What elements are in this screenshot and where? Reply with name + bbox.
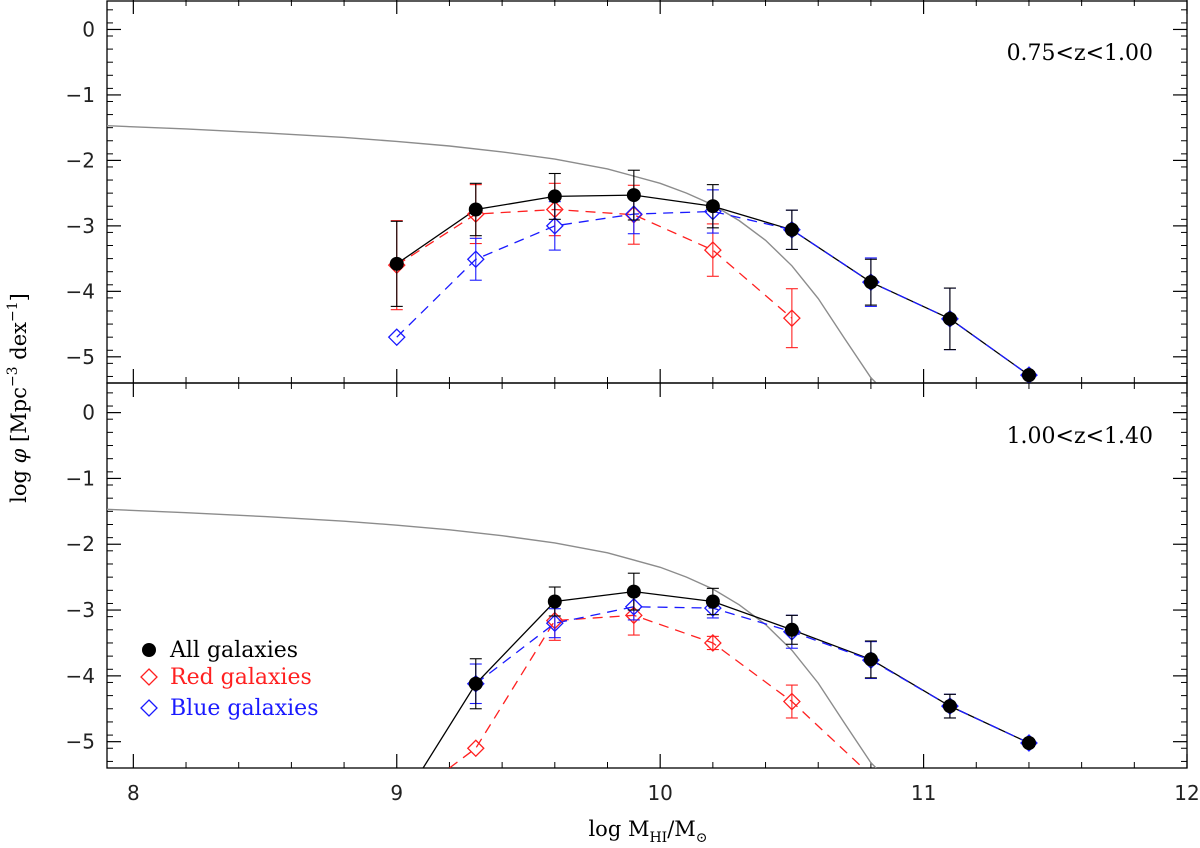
data-point-all xyxy=(942,699,957,714)
y-tick-label: −3 xyxy=(66,598,95,622)
x-tick-label: 8 xyxy=(127,781,140,805)
data-point-red xyxy=(466,739,485,758)
y-tick-label: −4 xyxy=(66,279,95,303)
plot-area xyxy=(107,508,1038,768)
data-point-blue xyxy=(545,216,564,235)
legend-marker-red xyxy=(140,668,158,686)
y-tick-label: −3 xyxy=(66,214,95,238)
data-point-all xyxy=(863,652,878,667)
y-tick-label: −1 xyxy=(66,83,95,107)
panel-1: 0 −1 −2 −3 −4 −5 0.75<z<1.00 xyxy=(66,0,1188,384)
data-point-all xyxy=(389,256,404,271)
data-point-all xyxy=(547,594,562,609)
data-point-blue xyxy=(387,328,406,347)
x-tick-label: 10 xyxy=(647,781,672,805)
y-tick-label: −1 xyxy=(66,466,95,490)
legend-marker-all xyxy=(142,643,156,657)
data-point-red xyxy=(782,692,801,711)
reference-curve xyxy=(107,508,877,768)
legend-label-all: All galaxies xyxy=(169,638,298,663)
y-tick-label: −2 xyxy=(66,532,95,556)
data-point-red xyxy=(703,241,722,260)
x-axis-title: log MHI/M⊙ xyxy=(588,817,707,846)
y-tick-label: −4 xyxy=(66,664,95,688)
x-tick-label: 9 xyxy=(390,781,403,805)
series-line-red xyxy=(396,208,793,319)
data-point-all xyxy=(547,189,562,204)
data-point-all xyxy=(784,222,799,237)
y-tick-label: 0 xyxy=(82,17,95,41)
x-tick-labels: 8 9 10 11 12 xyxy=(127,781,1200,805)
data-point-all xyxy=(784,622,799,637)
data-point-all xyxy=(1021,368,1036,383)
data-point-all xyxy=(626,188,641,203)
data-point-all xyxy=(863,275,878,290)
data-point-red xyxy=(782,309,801,328)
panel-2: 0 −1 −2 −3 −4 −5 1.00<z<1.40 xyxy=(66,382,1188,769)
data-point-blue xyxy=(624,597,643,616)
y-tick-label: −5 xyxy=(66,345,95,369)
y-axis-title: log φ [Mpc−3 dex−1] xyxy=(5,293,31,503)
y-tick-label: −5 xyxy=(66,730,95,754)
data-point-all xyxy=(468,676,483,691)
data-point-all xyxy=(626,584,641,599)
y-tick-label: −2 xyxy=(66,148,95,172)
series-line-red xyxy=(449,614,864,768)
series-line-all xyxy=(422,590,1030,768)
data-point-all xyxy=(1021,735,1036,750)
data-point-blue xyxy=(545,614,564,633)
chart-panels: 0 −1 −2 −3 −4 −5 0.75<z<1.00 0 −1 −2 −3 −4 −5 1.00<z<… xyxy=(66,0,1188,769)
data-point-red xyxy=(703,634,722,652)
data-point-blue xyxy=(466,250,485,269)
series-line-blue xyxy=(396,210,1030,376)
panel-label: 0.75<z<1.00 xyxy=(1007,41,1153,66)
data-point-all xyxy=(942,311,957,326)
y-tick-label: 0 xyxy=(82,401,95,425)
plot-area xyxy=(107,125,1038,383)
legend-marker-blue xyxy=(140,699,158,717)
data-point-all xyxy=(468,202,483,217)
panel-frame xyxy=(106,382,1188,769)
x-tick-label: 12 xyxy=(1174,781,1199,805)
data-point-all xyxy=(705,199,720,214)
x-tick-label: 11 xyxy=(911,781,936,805)
data-point-blue xyxy=(624,205,643,224)
series-line-blue xyxy=(475,606,1030,744)
legend: All galaxies Red galaxies Blue galaxies xyxy=(140,638,319,721)
panel-label: 1.00<z<1.40 xyxy=(1007,424,1153,449)
reference-curve xyxy=(107,125,877,383)
legend-label-blue: Blue galaxies xyxy=(170,696,319,721)
data-point-red xyxy=(624,606,643,625)
legend-label-red: Red galaxies xyxy=(170,665,312,690)
data-point-all xyxy=(705,594,720,609)
